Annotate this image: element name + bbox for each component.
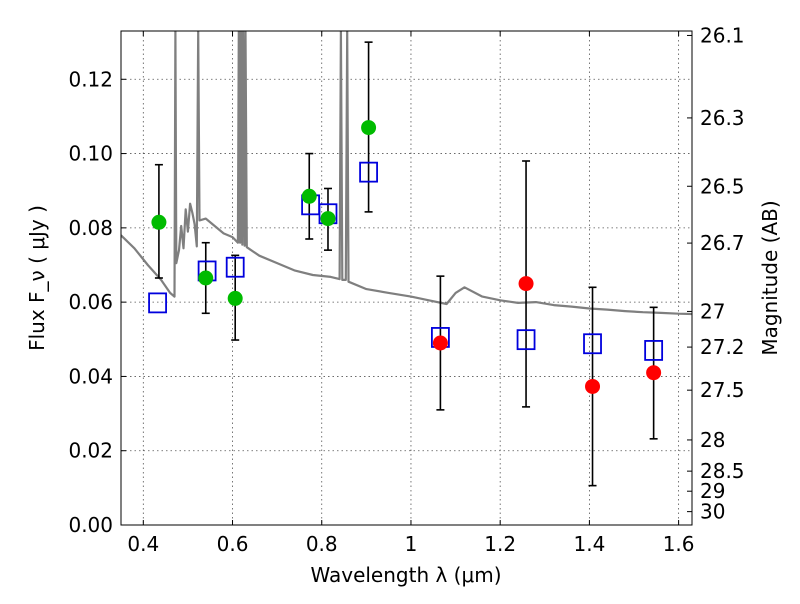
right-tick-label: 27.5 (700, 378, 745, 402)
axis-ticks (121, 31, 692, 526)
y-tick-label: 0.00 (68, 513, 113, 537)
y-axis-label: Flux F_ν ( μJy ) (25, 205, 49, 351)
model-spectrum (121, 31, 692, 316)
data-markers (148, 120, 664, 394)
model-square-marker (225, 256, 245, 278)
x-tick-label: 1.6 (663, 532, 695, 556)
model-square-marker (583, 333, 602, 355)
model-square-marker (644, 340, 664, 361)
green-data-point (361, 120, 377, 136)
y-tick-label: 0.12 (68, 67, 113, 91)
right-tick-label: 28 (700, 428, 725, 452)
green-data-point (151, 214, 167, 230)
right-tick-label: 26.7 (700, 231, 745, 255)
right-tick-label: 27 (700, 299, 725, 323)
x-axis-label: Wavelength λ (μm) (310, 563, 501, 587)
green-data-point (227, 290, 243, 306)
x-tick-label: 1 (405, 532, 418, 556)
y-tick-label: 0.04 (68, 364, 113, 388)
x-tick-label: 0.8 (306, 532, 338, 556)
right-tick-label: 28.5 (700, 459, 745, 483)
model-square-marker (516, 329, 536, 351)
right-tick-label: 27.2 (700, 335, 745, 359)
model-square-marker (359, 161, 378, 183)
y-tick-label: 0.02 (68, 439, 113, 463)
model-spectrum-line (121, 31, 692, 316)
y-tick-labels: 0.00 0.02 0.04 0.06 0.08 0.10 0.12 (68, 67, 113, 537)
red-data-point (585, 378, 601, 394)
plot-area (121, 31, 692, 487)
right-tick-label: 26.5 (700, 174, 745, 198)
right-tick-label: 26.3 (700, 106, 745, 130)
y-tick-label: 0.08 (68, 216, 113, 240)
right-axis-label: Magnitude (AB) (758, 200, 782, 355)
x-tick-label: 1.2 (484, 532, 516, 556)
x-tick-labels: 0.4 0.6 0.8 1 1.2 1.4 1.6 (127, 532, 694, 556)
x-tick-label: 0.6 (217, 532, 249, 556)
right-tick-label: 26.1 (700, 23, 745, 47)
red-data-point (432, 335, 448, 351)
plot-frame (120, 30, 693, 526)
right-tick-label: 29 (700, 479, 725, 503)
model-square-marker (148, 292, 167, 314)
x-tick-label: 0.4 (127, 532, 159, 556)
y-tick-label: 0.10 (68, 142, 113, 166)
green-data-point (301, 188, 317, 204)
x-tick-label: 1.4 (573, 532, 605, 556)
right-tick-label: 30 (700, 500, 725, 524)
red-data-point (518, 276, 534, 292)
y-tick-label: 0.06 (68, 290, 113, 314)
green-data-point (320, 211, 336, 227)
red-data-point (646, 365, 662, 381)
green-data-point (198, 270, 214, 286)
